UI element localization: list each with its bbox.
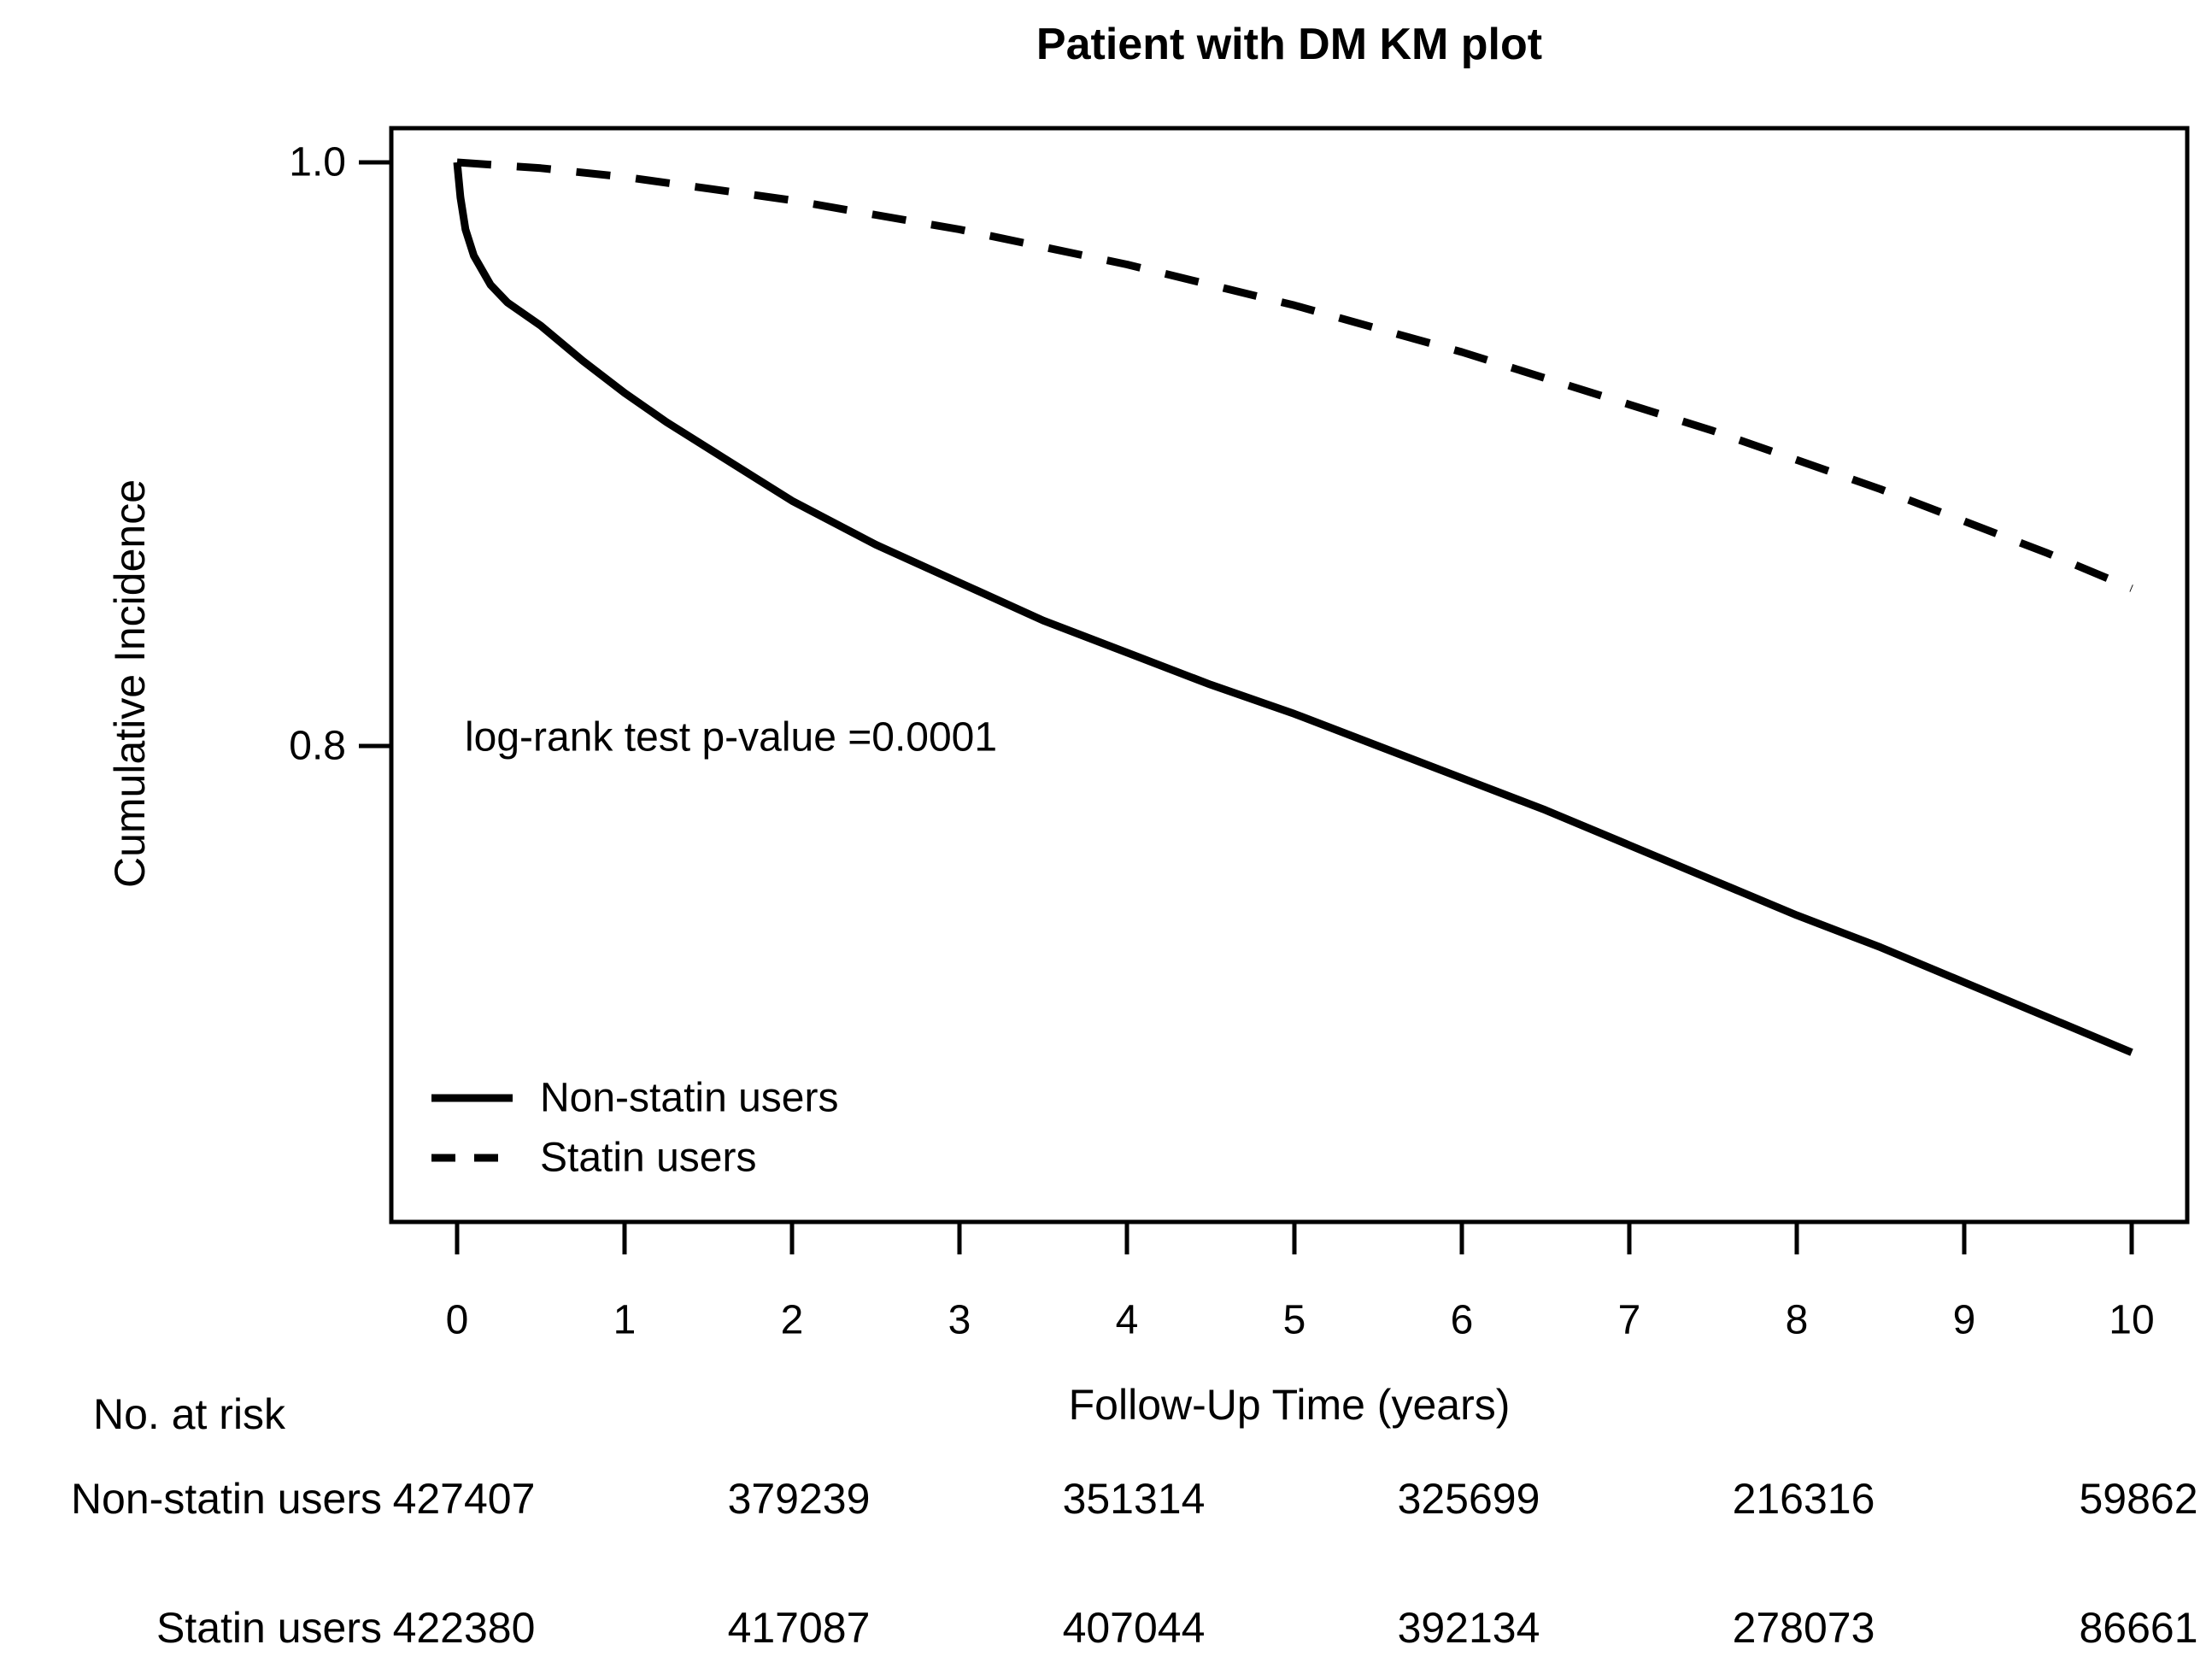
risk-cell: 392134 — [1397, 1604, 1540, 1652]
risk-cell: 379239 — [727, 1475, 871, 1523]
risk-cell: 216316 — [1732, 1475, 1875, 1523]
x-tick-label: 7 — [1618, 1298, 1641, 1343]
x-tick-label: 5 — [1283, 1298, 1306, 1343]
risk-cell: 417087 — [727, 1604, 871, 1652]
y-tick-label: 0.8 — [289, 724, 346, 769]
risk-cell: 86661 — [2079, 1604, 2198, 1652]
x-tick-label: 6 — [1451, 1298, 1474, 1343]
risk-cell: 278073 — [1732, 1604, 1875, 1652]
x-axis-title: Follow-Up Time (years) — [1068, 1381, 1511, 1429]
series-curve-non-statin — [453, 162, 2133, 1056]
x-tick-label: 2 — [781, 1298, 804, 1343]
chart-title: Patient with DM KM plot — [1036, 20, 1543, 69]
risk-cell: 59862 — [2079, 1475, 2198, 1523]
risk-row-label-statin: Statin users — [155, 1604, 382, 1652]
risk-table-header: No. at risk — [93, 1390, 286, 1438]
x-tick-label: 4 — [1116, 1298, 1139, 1343]
annotation-log-rank: log-rank test p-value =0.0001 — [465, 715, 997, 761]
x-tick-label: 1 — [613, 1298, 637, 1343]
risk-cell: 407044 — [1062, 1604, 1206, 1652]
series-curve-statin — [456, 158, 2133, 592]
plot-box — [389, 126, 2190, 1224]
x-tick-label: 10 — [2109, 1298, 2154, 1343]
risk-cell: 325699 — [1397, 1475, 1540, 1523]
x-tick-label: 3 — [948, 1298, 971, 1343]
risk-row-label-non-statin: Non-statin users — [70, 1475, 382, 1523]
y-tick-label: 1.0 — [289, 140, 346, 185]
risk-cell: 422380 — [392, 1604, 536, 1652]
legend-label: Statin users — [540, 1136, 756, 1181]
risk-cell: 427407 — [392, 1475, 536, 1523]
legend-label: Non-statin users — [540, 1076, 838, 1121]
risk-cell: 351314 — [1062, 1475, 1206, 1523]
x-tick-label: 9 — [1953, 1298, 1976, 1343]
x-tick-label: 0 — [446, 1298, 469, 1343]
x-tick-label: 8 — [1786, 1298, 1809, 1343]
